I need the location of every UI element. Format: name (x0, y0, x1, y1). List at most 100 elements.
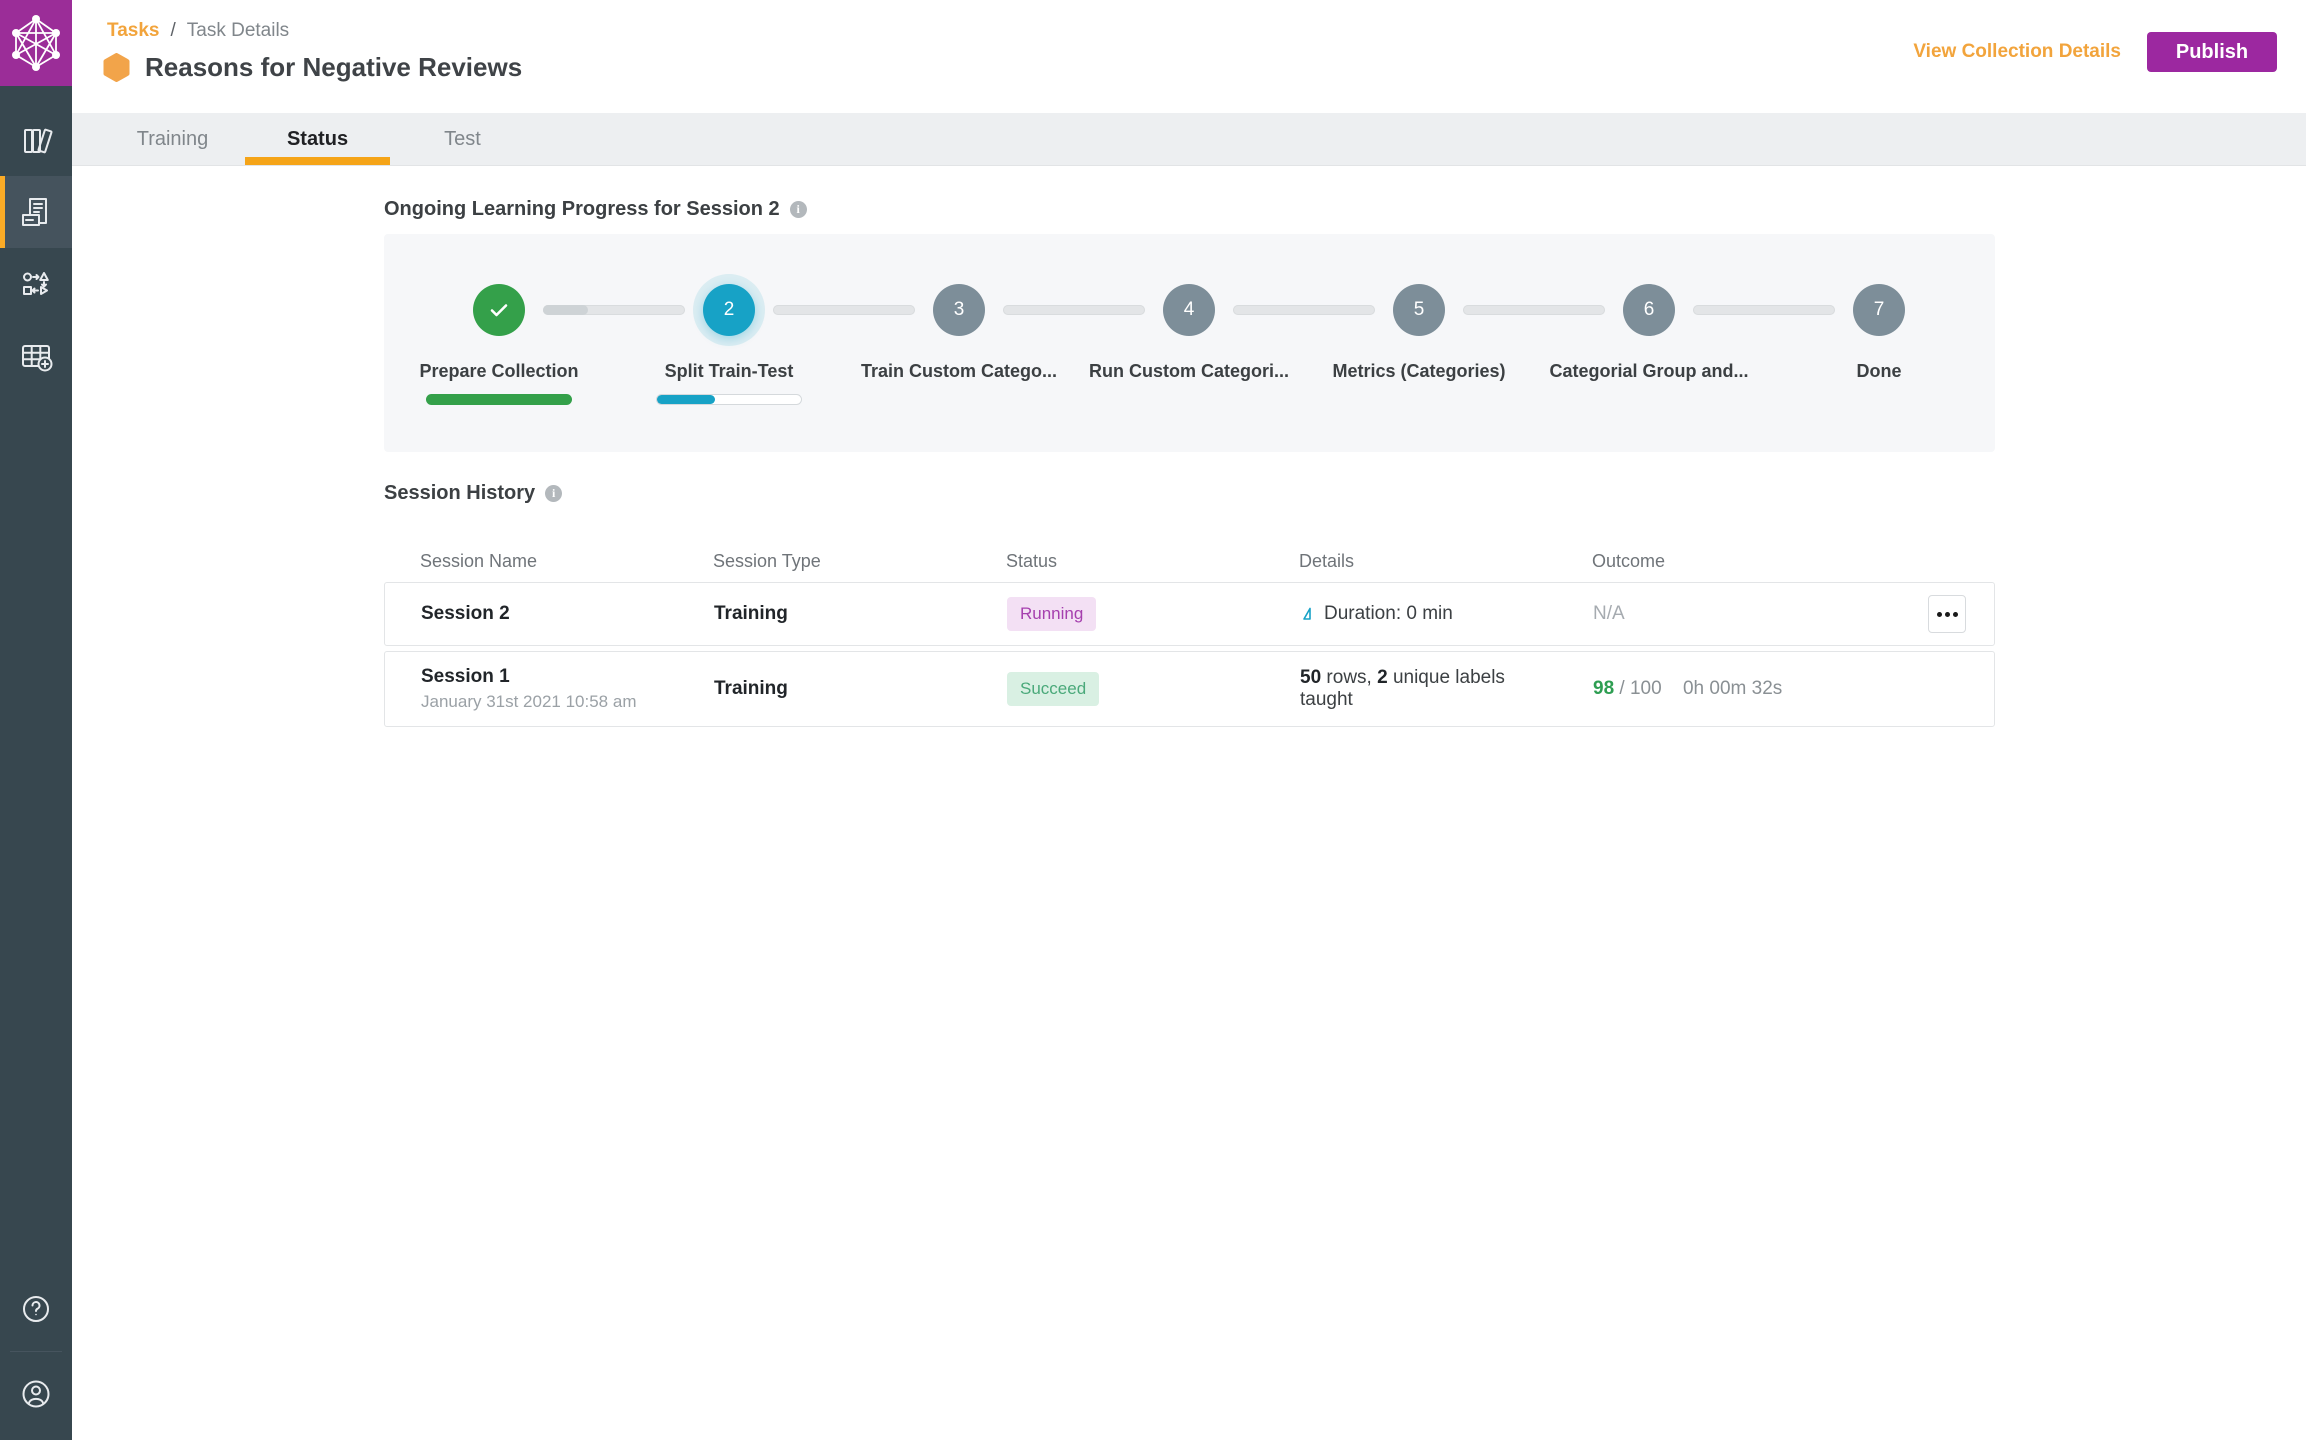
col-details: Details (1299, 551, 1355, 571)
table-header-row: Session Name Session Type Status Details… (384, 551, 1995, 582)
step-7-circle: 7 (1853, 284, 1905, 336)
step-label: Train Custom Catego... (860, 361, 1058, 381)
step-connector-2 (773, 305, 915, 315)
step-label: Categorial Group and... (1549, 361, 1749, 381)
dot (1952, 611, 1958, 617)
step-prepare-collection: Prepare Collection (384, 234, 614, 452)
breadcrumb-tasks-link[interactable]: Tasks (107, 20, 160, 41)
title-row: Reasons for Negative Reviews (103, 52, 522, 83)
step-train-custom-categories: 3 Train Custom Catego... (844, 234, 1074, 452)
step-connector-1 (543, 305, 685, 315)
sidebar-item-library[interactable] (0, 104, 72, 176)
dot (1936, 611, 1942, 617)
sidebar-nav (0, 104, 72, 392)
table-row-session-1: Session 1 January 31st 2021 10:58 am Tra… (384, 651, 1995, 727)
sidebar-item-account[interactable] (0, 1358, 72, 1430)
page-title: Reasons for Negative Reviews (145, 52, 523, 82)
help-icon (23, 1296, 49, 1322)
step-2-progress-bar (656, 394, 802, 405)
duration-text: Duration: 0 min (1324, 603, 1453, 624)
details-cell: Duration: 0 min (1264, 603, 1557, 625)
session-type: Training (714, 678, 788, 699)
step-2-active-circle: 2 (703, 284, 755, 336)
sidebar-divider (10, 1351, 62, 1352)
step-connector-5 (1463, 305, 1605, 315)
table-add-icon (22, 345, 53, 372)
step-1-progress-bar (426, 394, 572, 405)
step-connector-3 (1003, 305, 1145, 315)
col-session-type: Session Type (713, 551, 821, 571)
sidebar-item-collections[interactable] (0, 320, 72, 392)
tab-status[interactable]: Status (245, 113, 390, 165)
sidebar (0, 0, 72, 1440)
status-cell: Succeed (971, 672, 1264, 706)
task-hexagon-icon (103, 53, 130, 82)
step-connector-1-fill (543, 305, 589, 315)
labels-count: 2 (1377, 667, 1388, 688)
details-text: unique labels taught (1300, 667, 1505, 710)
page-header: Tasks / Task Details Reasons for Negativ… (72, 0, 2306, 113)
outcome-total: / 100 (1619, 678, 1662, 699)
step-3-circle: 3 (933, 284, 985, 336)
header-actions: View Collection Details Publish (1913, 32, 2277, 72)
user-account-icon (22, 1380, 50, 1408)
outcome-score: 98 (1593, 678, 1615, 699)
details-cell: 50 rows, 2 unique labels taught (1264, 667, 1557, 711)
step-label: Metrics (Categories) (1332, 361, 1506, 381)
step-label: Split Train-Test (664, 361, 794, 381)
task-document-icon (22, 198, 47, 226)
step-label: Run Custom Categori... (1088, 361, 1289, 381)
tab-bar: Training Status Test (72, 113, 2306, 166)
table-row-session-2: Session 2 Training Running Duration: 0 m… (384, 582, 1995, 646)
step-1-done-circle (473, 284, 525, 336)
session-name: Session 2 (421, 603, 510, 624)
library-books-icon (24, 128, 53, 154)
progress-panel: Prepare Collection 2 Split Train-Test 3 … (384, 234, 1995, 452)
outcome-duration: 0h 00m 32s (1682, 678, 1783, 699)
history-section-heading: Session History i (384, 482, 2306, 505)
sidebar-bottom (0, 1273, 72, 1440)
history-heading-text: Session History (384, 482, 536, 504)
publish-button[interactable]: Publish (2147, 32, 2277, 72)
tab-training[interactable]: Training (136, 127, 209, 150)
progress-info-icon[interactable]: i (789, 201, 807, 218)
session-history-table: Session Name Session Type Status Details… (384, 551, 1995, 727)
sidebar-item-tasks[interactable] (0, 176, 72, 248)
dot (1944, 611, 1950, 617)
sidebar-item-workflow[interactable] (0, 248, 72, 320)
actions-cell (1928, 595, 1966, 633)
main-area: Tasks / Task Details Reasons for Negativ… (72, 0, 2306, 1440)
status-badge-succeed: Succeed (1007, 672, 1100, 706)
workflow-shapes-icon (23, 272, 49, 295)
sidebar-item-help[interactable] (0, 1273, 72, 1345)
history-info-icon[interactable]: i (545, 485, 563, 502)
col-status: Status (1006, 551, 1058, 571)
check-icon (490, 304, 508, 317)
step-done: 7 Done (1764, 234, 1994, 452)
step-5-circle: 5 (1393, 284, 1445, 336)
progress-section-heading: Ongoing Learning Progress for Session 2 … (384, 198, 2306, 221)
tab-test[interactable]: Test (444, 127, 481, 150)
col-session-name: Session Name (420, 551, 538, 571)
details-text: rows, (1321, 667, 1378, 688)
step-label: Done (1856, 361, 1902, 381)
status-badge-running: Running (1007, 597, 1097, 631)
step-label: Prepare Collection (419, 361, 579, 381)
session-date: January 31st 2021 10:58 am (421, 692, 637, 711)
step-connector-6 (1693, 305, 1835, 315)
step-run-custom-categories: 4 Run Custom Categori... (1074, 234, 1304, 452)
row-menu-button[interactable] (1928, 595, 1966, 633)
breadcrumb-current: Task Details (186, 20, 290, 41)
session-name: Session 1 (421, 666, 510, 687)
step-2-progress-fill (657, 395, 715, 404)
rows-count: 50 (1300, 667, 1322, 688)
app-logo[interactable] (0, 0, 72, 86)
network-logo-icon (12, 15, 60, 71)
step-split-train-test: 2 Split Train-Test (614, 234, 844, 452)
view-collection-details-link[interactable]: View Collection Details (1913, 41, 2121, 62)
step-categorial-group: 6 Categorial Group and... (1534, 234, 1764, 452)
step-6-circle: 6 (1623, 284, 1675, 336)
outcome-cell: 98 / 100 0h 00m 32s (1557, 678, 1853, 700)
breadcrumb-separator: / (170, 20, 176, 41)
session-name-cell: Session 1 January 31st 2021 10:58 am (385, 666, 678, 712)
